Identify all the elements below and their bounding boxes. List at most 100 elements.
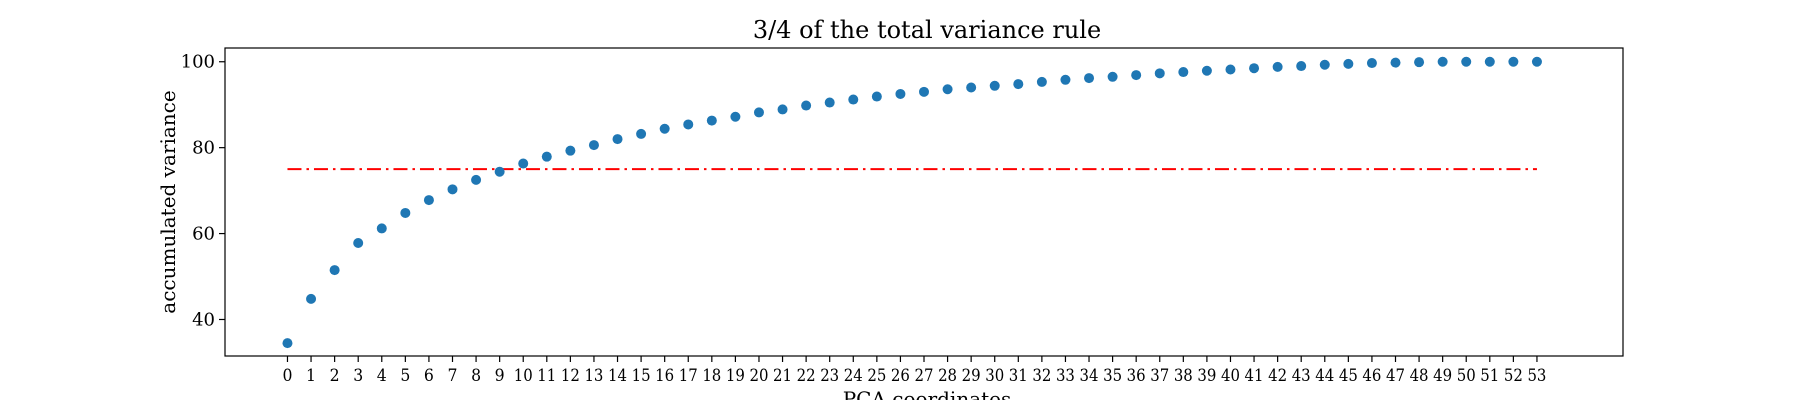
x-tick-label: 5 [400,366,410,386]
x-tick-label: 19 [726,366,745,386]
data-point [1249,63,1260,74]
y-axis: 40 60 80 100 [181,52,225,330]
data-point [588,140,599,151]
chart-title: 3/4 of the total variance rule [753,16,1101,44]
data-point [1036,76,1047,87]
data-point [801,100,812,111]
data-point [376,223,387,234]
data-point [1084,73,1095,84]
x-tick-label: 40 [1221,366,1240,386]
data-point [753,107,764,118]
y-tick-label: 40 [192,309,215,330]
data-point [824,97,835,108]
data-point [471,174,482,185]
data-point [1461,56,1472,67]
x-tick-label: 48 [1410,366,1429,386]
data-point [730,111,741,122]
x-tick-label: 21 [773,366,792,386]
data-point [683,119,694,130]
x-tick-label: 17 [679,366,698,386]
x-tick-label: 31 [1009,366,1028,386]
x-tick-label: 3 [353,366,363,386]
data-point [1060,74,1071,85]
x-tick-label: 2 [330,366,340,386]
x-tick-label: 41 [1245,366,1264,386]
data-point [919,86,929,97]
data-point [494,166,505,177]
x-tick-label: 36 [1127,366,1146,386]
x-tick-label: 32 [1032,366,1051,386]
y-tick-label: 80 [192,138,215,159]
x-tick-label: 9 [495,366,505,386]
data-point [612,134,623,145]
x-tick-label: 29 [962,366,981,386]
x-tick-label: 0 [282,366,292,386]
x-tick-label: 16 [655,366,674,386]
data-point [777,104,788,115]
x-axis: 0 1 2 3 4 5 6 7 8 9 10 11 12 13 14 15 16 17 18 19 20 21 22 23 24… [282,356,1546,386]
x-tick-label: 43 [1292,366,1311,386]
x-tick-label: 1 [306,366,316,386]
data-point [1343,58,1354,69]
data-point [282,338,293,349]
data-point [1201,65,1212,76]
x-tick-label: 13 [584,366,603,386]
data-point [1296,61,1307,72]
data-point [1390,57,1401,68]
data-point [1272,61,1283,72]
data-point [329,265,340,276]
x-tick-label: 8 [471,366,481,386]
x-tick-label: 46 [1362,366,1381,386]
x-tick-label: 11 [537,366,556,386]
data-point [848,94,859,105]
x-tick-label: 12 [561,366,580,386]
data-point [636,128,647,139]
data-points [282,56,1542,349]
x-axis-label: PCA coordinates [843,387,1012,400]
y-axis-label: accumulated variance [156,90,180,313]
x-tick-label: 14 [608,366,627,386]
x-tick-label: 37 [1150,366,1169,386]
x-tick-label: 30 [985,366,1004,386]
data-point [447,184,458,195]
x-tick-label: 4 [377,366,387,386]
data-point [942,84,953,95]
x-tick-label: 38 [1174,366,1193,386]
x-tick-label: 15 [632,366,651,386]
x-tick-label: 26 [891,366,910,386]
data-point [1437,56,1448,67]
y-tick-label: 100 [181,52,215,73]
data-point [400,207,411,218]
x-tick-label: 33 [1056,366,1075,386]
x-tick-label: 39 [1197,366,1216,386]
x-tick-label: 34 [1080,366,1099,386]
data-point [1531,56,1542,67]
x-tick-label: 49 [1433,366,1452,386]
x-tick-label: 23 [820,366,839,386]
x-tick-label: 22 [797,366,816,386]
x-tick-label: 10 [514,366,533,386]
data-point [659,123,670,134]
x-tick-label: 24 [844,366,863,386]
x-tick-label: 28 [938,366,957,386]
x-tick-label: 52 [1504,366,1523,386]
data-point [706,115,717,126]
x-tick-label: 47 [1386,366,1405,386]
data-point [1366,58,1377,69]
x-tick-label: 45 [1339,366,1358,386]
data-point [895,88,906,99]
x-tick-label: 50 [1457,366,1476,386]
x-tick-label: 53 [1527,366,1546,386]
data-point [1178,67,1189,78]
x-tick-label: 20 [749,366,768,386]
data-point [541,151,552,162]
x-tick-label: 44 [1315,366,1334,386]
data-point [1107,71,1118,82]
data-point [989,80,1000,91]
x-tick-label: 51 [1480,366,1499,386]
data-point [1013,79,1024,90]
data-point [1508,56,1519,67]
data-point [871,91,882,102]
x-tick-label: 25 [867,366,886,386]
